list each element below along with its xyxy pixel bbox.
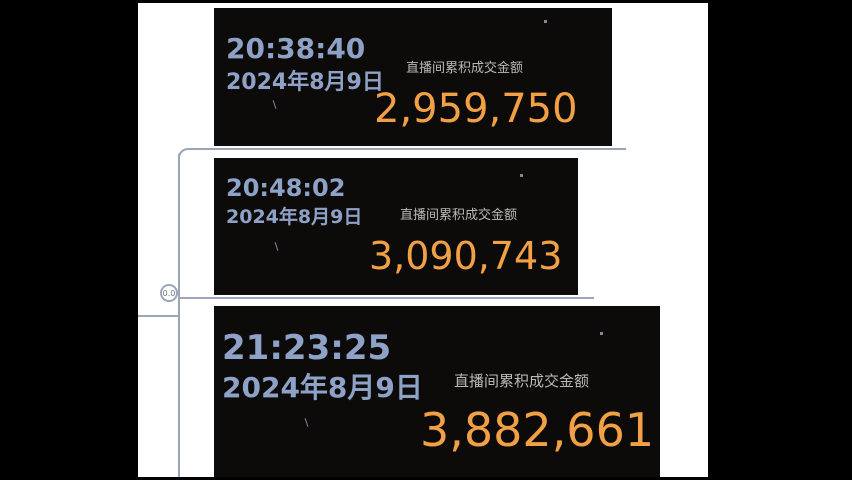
node-metric-label: 直播间累积成交金额 [454, 372, 590, 390]
mind-map-canvas[interactable]: 0.0 20:38:40 2024年8月9日 直播间累积成交金额 2,959,7… [138, 3, 708, 477]
noise-speck [274, 242, 279, 251]
noise-speck [272, 100, 277, 109]
node-time: 21:23:25 [222, 328, 392, 368]
node-date: 2024年8月9日 [226, 70, 384, 95]
noise-speck [600, 332, 603, 335]
collapse-toggle-icon[interactable]: 0.0 [160, 284, 178, 302]
screenshot-node-2[interactable]: 20:48:02 2024年8月9日 直播间累积成交金额 3,090,743 [214, 158, 578, 295]
node-amount: 2,959,750 [374, 86, 578, 132]
node-amount: 3,090,743 [369, 234, 563, 278]
connector-line-top [178, 148, 626, 158]
connector-line-parent [138, 315, 178, 317]
node-date: 2024年8月9日 [222, 371, 423, 404]
connector-line-trunk [178, 153, 180, 477]
screenshot-node-3[interactable]: 21:23:25 2024年8月9日 直播间累积成交金额 3,882,661 [214, 306, 660, 477]
noise-speck [304, 418, 309, 427]
node-time: 20:38:40 [226, 32, 366, 65]
screenshot-node-1[interactable]: 20:38:40 2024年8月9日 直播间累积成交金额 2,959,750 [214, 8, 612, 146]
connector-line-middle [180, 297, 594, 299]
node-amount: 3,882,661 [420, 403, 655, 457]
noise-speck [520, 174, 523, 177]
noise-speck [544, 20, 547, 23]
node-metric-label: 直播间累积成交金额 [406, 61, 524, 76]
node-date: 2024年8月9日 [226, 206, 363, 228]
node-time: 20:48:02 [226, 174, 346, 202]
node-metric-label: 直播间累积成交金额 [400, 208, 518, 223]
